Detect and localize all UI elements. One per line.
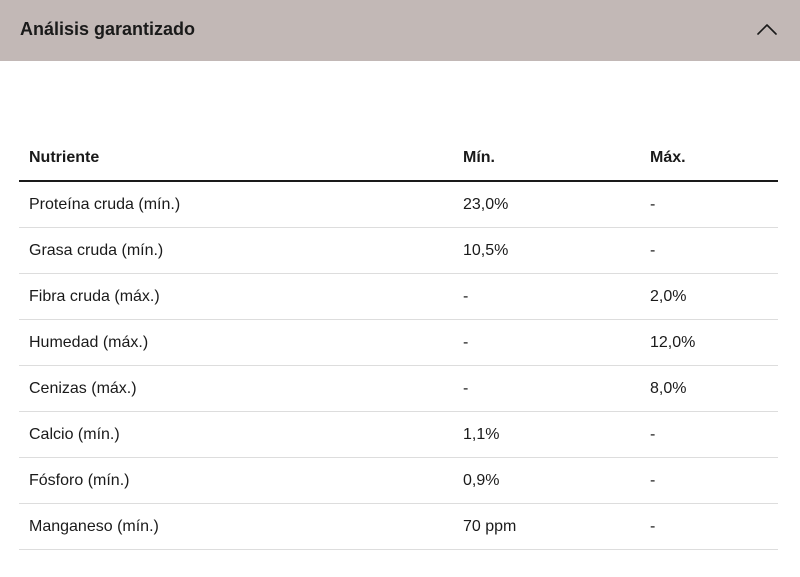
nutrient-name-cell: Fibra cruda (máx.) bbox=[19, 273, 453, 320]
min-value-cell: - bbox=[453, 273, 640, 320]
max-value-cell: - bbox=[640, 411, 778, 458]
column-header-max: Máx. bbox=[640, 136, 778, 182]
min-value-cell: 70 ppm bbox=[453, 503, 640, 550]
nutrient-name-cell: Humedad (máx.) bbox=[19, 319, 453, 366]
max-value-cell: - bbox=[640, 227, 778, 274]
table-row: Humedad (máx.) - 12,0% bbox=[19, 319, 778, 366]
table-row: Proteína cruda (mín.) 23,0% - bbox=[19, 181, 778, 228]
nutrient-table: Nutriente Mín. Máx. Proteína cruda (mín.… bbox=[19, 136, 778, 550]
accordion-title: Análisis garantizado bbox=[20, 19, 196, 39]
max-value-cell: - bbox=[640, 181, 778, 228]
nutrient-name-cell: Cenizas (máx.) bbox=[19, 365, 453, 412]
min-value-cell: - bbox=[453, 365, 640, 412]
min-value-cell: - bbox=[453, 319, 640, 366]
max-value-cell: 12,0% bbox=[640, 319, 778, 366]
min-value-cell: 10,5% bbox=[453, 227, 640, 274]
nutrient-name-cell: Calcio (mín.) bbox=[19, 411, 453, 458]
min-value-cell: 0,9% bbox=[453, 457, 640, 504]
max-value-cell: 2,0% bbox=[640, 273, 778, 320]
table-row: Calcio (mín.) 1,1% - bbox=[19, 411, 778, 458]
table-row: Cenizas (máx.) - 8,0% bbox=[19, 365, 778, 412]
min-value-cell: 23,0% bbox=[453, 181, 640, 228]
nutrient-name-cell: Proteína cruda (mín.) bbox=[19, 181, 453, 228]
column-header-min: Mín. bbox=[453, 136, 640, 182]
chevron-up-icon[interactable] bbox=[756, 20, 778, 40]
table-header-row: Nutriente Mín. Máx. bbox=[19, 136, 778, 182]
nutrient-name-cell: Fósforo (mín.) bbox=[19, 457, 453, 504]
table-row: Manganeso (mín.) 70 ppm - bbox=[19, 503, 778, 550]
min-value-cell: 1,1% bbox=[453, 411, 640, 458]
table-row: Fósforo (mín.) 0,9% - bbox=[19, 457, 778, 504]
max-value-cell: - bbox=[640, 457, 778, 504]
nutrient-name-cell: Grasa cruda (mín.) bbox=[19, 227, 453, 274]
table-row: Fibra cruda (máx.) - 2,0% bbox=[19, 273, 778, 320]
nutrient-name-cell: Manganeso (mín.) bbox=[19, 503, 453, 550]
max-value-cell: 8,0% bbox=[640, 365, 778, 412]
max-value-cell: - bbox=[640, 503, 778, 550]
column-header-nutrient: Nutriente bbox=[19, 136, 453, 182]
table-row: Grasa cruda (mín.) 10,5% - bbox=[19, 227, 778, 274]
accordion-header[interactable]: Análisis garantizado bbox=[0, 0, 800, 61]
